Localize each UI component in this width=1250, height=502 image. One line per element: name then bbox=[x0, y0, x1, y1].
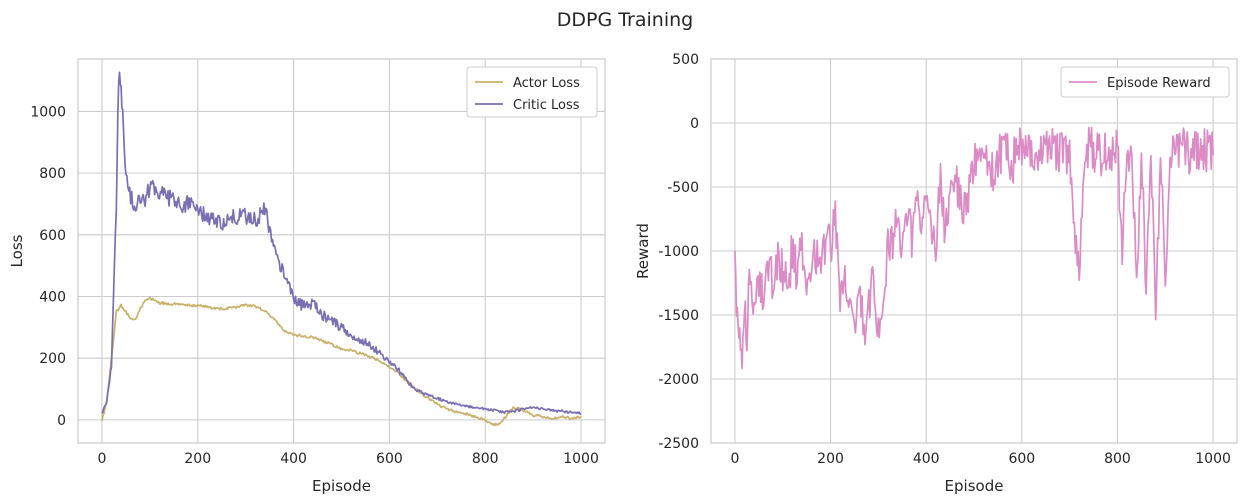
axes-frame bbox=[710, 58, 1238, 444]
x-axis-label: Episode bbox=[945, 477, 1004, 495]
y-tick-label: 200 bbox=[39, 351, 66, 367]
x-tick-label: 200 bbox=[817, 451, 844, 467]
y-tick-label: 1000 bbox=[30, 104, 66, 120]
y-tick-label: -1500 bbox=[658, 308, 699, 324]
legend-label: Actor Loss bbox=[513, 76, 580, 91]
series-line-actor-loss bbox=[101, 296, 582, 427]
x-tick-label: 400 bbox=[280, 451, 307, 467]
legend: Episode Reward bbox=[1060, 66, 1230, 98]
figure-title: DDPG Training bbox=[557, 9, 693, 31]
loss-chart-panel: 0 200 400 600 800 1000 0 200 400 600 800 1000 Episod… bbox=[8, 58, 606, 495]
x-tick-label: 600 bbox=[376, 451, 403, 467]
y-tick-label: -1000 bbox=[658, 244, 699, 260]
x-tick-label: 600 bbox=[1008, 451, 1035, 467]
x-axis-label: Episode bbox=[312, 477, 371, 495]
series-line-episode-reward bbox=[734, 126, 1214, 370]
legend-label: Episode Reward bbox=[1107, 76, 1211, 91]
y-tick-label: -2500 bbox=[658, 436, 699, 452]
y-tick-label: -2000 bbox=[658, 372, 699, 388]
x-tick-label: 0 bbox=[97, 451, 106, 467]
x-tick-label: 800 bbox=[1104, 451, 1131, 467]
y-tick-label: -500 bbox=[667, 180, 699, 196]
y-tick-label: 0 bbox=[57, 413, 66, 429]
y-tick-label: 400 bbox=[39, 289, 66, 305]
y-tick-label: 600 bbox=[39, 228, 66, 244]
axes-frame bbox=[77, 58, 606, 444]
y-tick-label: 800 bbox=[39, 166, 66, 182]
y-tick-label: 500 bbox=[672, 52, 699, 68]
x-tick-label: 1000 bbox=[563, 451, 599, 467]
reward-chart-panel: 0 200 400 600 800 1000 -2500 -2000 -1500 -1000 -50… bbox=[634, 52, 1238, 495]
x-tick-label: 800 bbox=[472, 451, 499, 467]
y-axis-label: Reward bbox=[634, 223, 652, 279]
x-tick-label: 1000 bbox=[1195, 451, 1231, 467]
y-axis-label: Loss bbox=[8, 234, 26, 267]
x-tick-label: 0 bbox=[730, 451, 739, 467]
legend-label: Critic Loss bbox=[513, 98, 580, 113]
x-tick-label: 200 bbox=[184, 451, 211, 467]
legend: Actor Loss Critic Loss bbox=[466, 66, 598, 118]
y-tick-label: 0 bbox=[690, 116, 699, 132]
series-line-critic-loss bbox=[101, 71, 582, 415]
x-tick-label: 400 bbox=[913, 451, 940, 467]
